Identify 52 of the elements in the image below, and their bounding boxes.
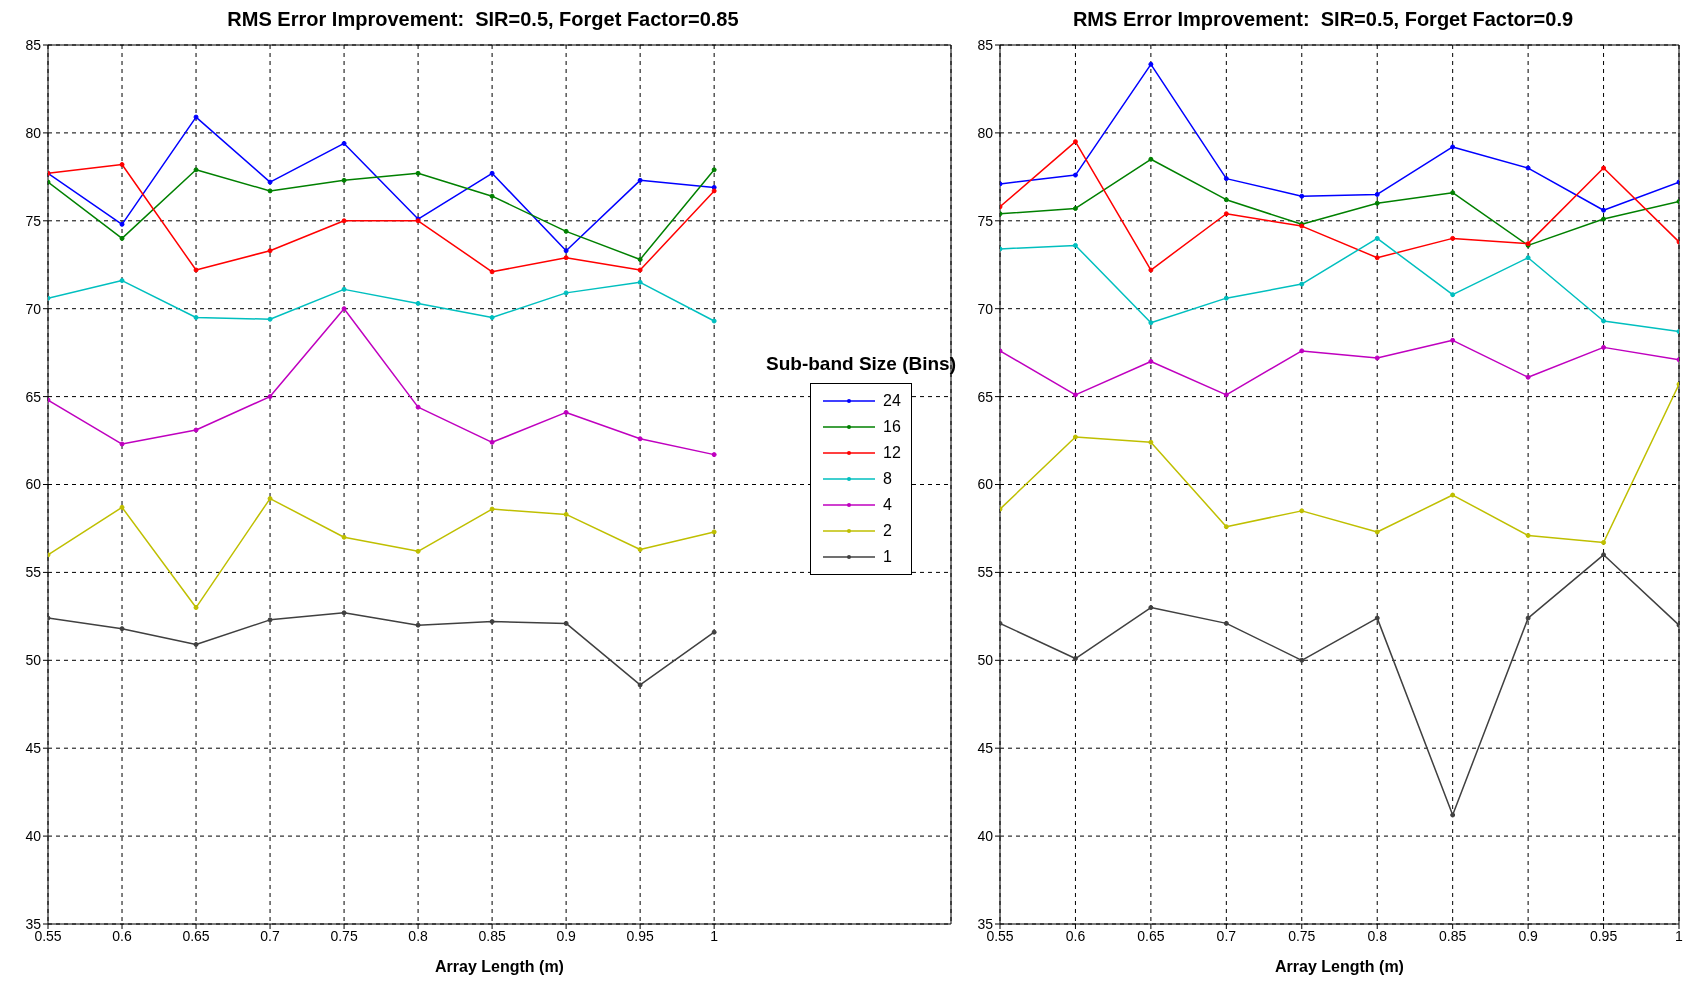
y-tick-label: 50 [25,652,42,669]
legend-label: 16 [883,418,901,436]
y-tick-label: 40 [25,828,42,845]
legend-label: 8 [883,470,892,488]
x-tick-label: 0.95 [626,927,654,944]
x-tick-label: 0.85 [478,927,506,944]
y-tick-label: 70 [977,300,994,317]
x-tick-label: 0.85 [1439,927,1467,944]
legend-label: 24 [883,392,901,410]
x-tick-label: 0.9 [1518,927,1539,944]
legend-label: 12 [883,444,901,462]
x-tick-label: 0.8 [1367,927,1388,944]
legend-title: Sub-band Size (Bins) [766,353,956,375]
y-tick-label: 55 [25,564,42,581]
x-tick-label: 0.65 [182,927,210,944]
x-tick-label: 0.6 [1065,927,1086,944]
y-tick-label: 55 [977,564,994,581]
x-tick-label: 1 [1675,927,1684,944]
y-tick-label: 80 [25,124,42,141]
y-tick-label: 35 [977,915,994,932]
x-axis-title: Array Length (m) [1275,958,1404,975]
x-tick-label: 0.65 [1137,927,1165,944]
x-tick-label: 0.7 [1216,927,1237,944]
y-tick-label: 60 [25,476,42,493]
y-tick-label: 65 [977,388,994,405]
legend-label: 1 [883,548,892,566]
x-tick-label: 0.8 [408,927,429,944]
x-tick-label: 0.75 [1288,927,1316,944]
x-tick-label: 0.9 [556,927,577,944]
y-tick-label: 60 [977,476,994,493]
y-tick-label: 45 [977,740,994,757]
y-tick-label: 75 [25,212,42,229]
y-tick-label: 85 [977,36,994,53]
y-tick-label: 45 [25,740,42,757]
x-tick-label: 0.7 [260,927,280,944]
y-tick-label: 40 [977,828,994,845]
chart-title: RMS Error Improvement: SIR=0.5, Forget Factor=0.85 [226,8,740,32]
x-tick-label: 0.6 [112,927,132,944]
x-tick-label: 0.95 [1589,927,1618,944]
y-tick-label: 80 [977,124,994,141]
y-tick-label: 75 [977,212,994,229]
x-tick-label: 1 [710,927,719,944]
legend-label: 4 [883,496,892,514]
chart-title: RMS Error Improvement: SIR=0.5, Forget Factor=0.9 [1071,8,1575,32]
legend-label: 2 [883,522,892,540]
y-tick-label: 85 [25,36,42,53]
y-tick-label: 70 [25,300,42,317]
y-tick-label: 35 [25,915,42,932]
x-tick-label: 0.75 [330,927,358,944]
y-tick-label: 65 [25,388,42,405]
y-tick-label: 50 [977,652,994,669]
x-axis-title: Array Length (m) [435,958,564,975]
